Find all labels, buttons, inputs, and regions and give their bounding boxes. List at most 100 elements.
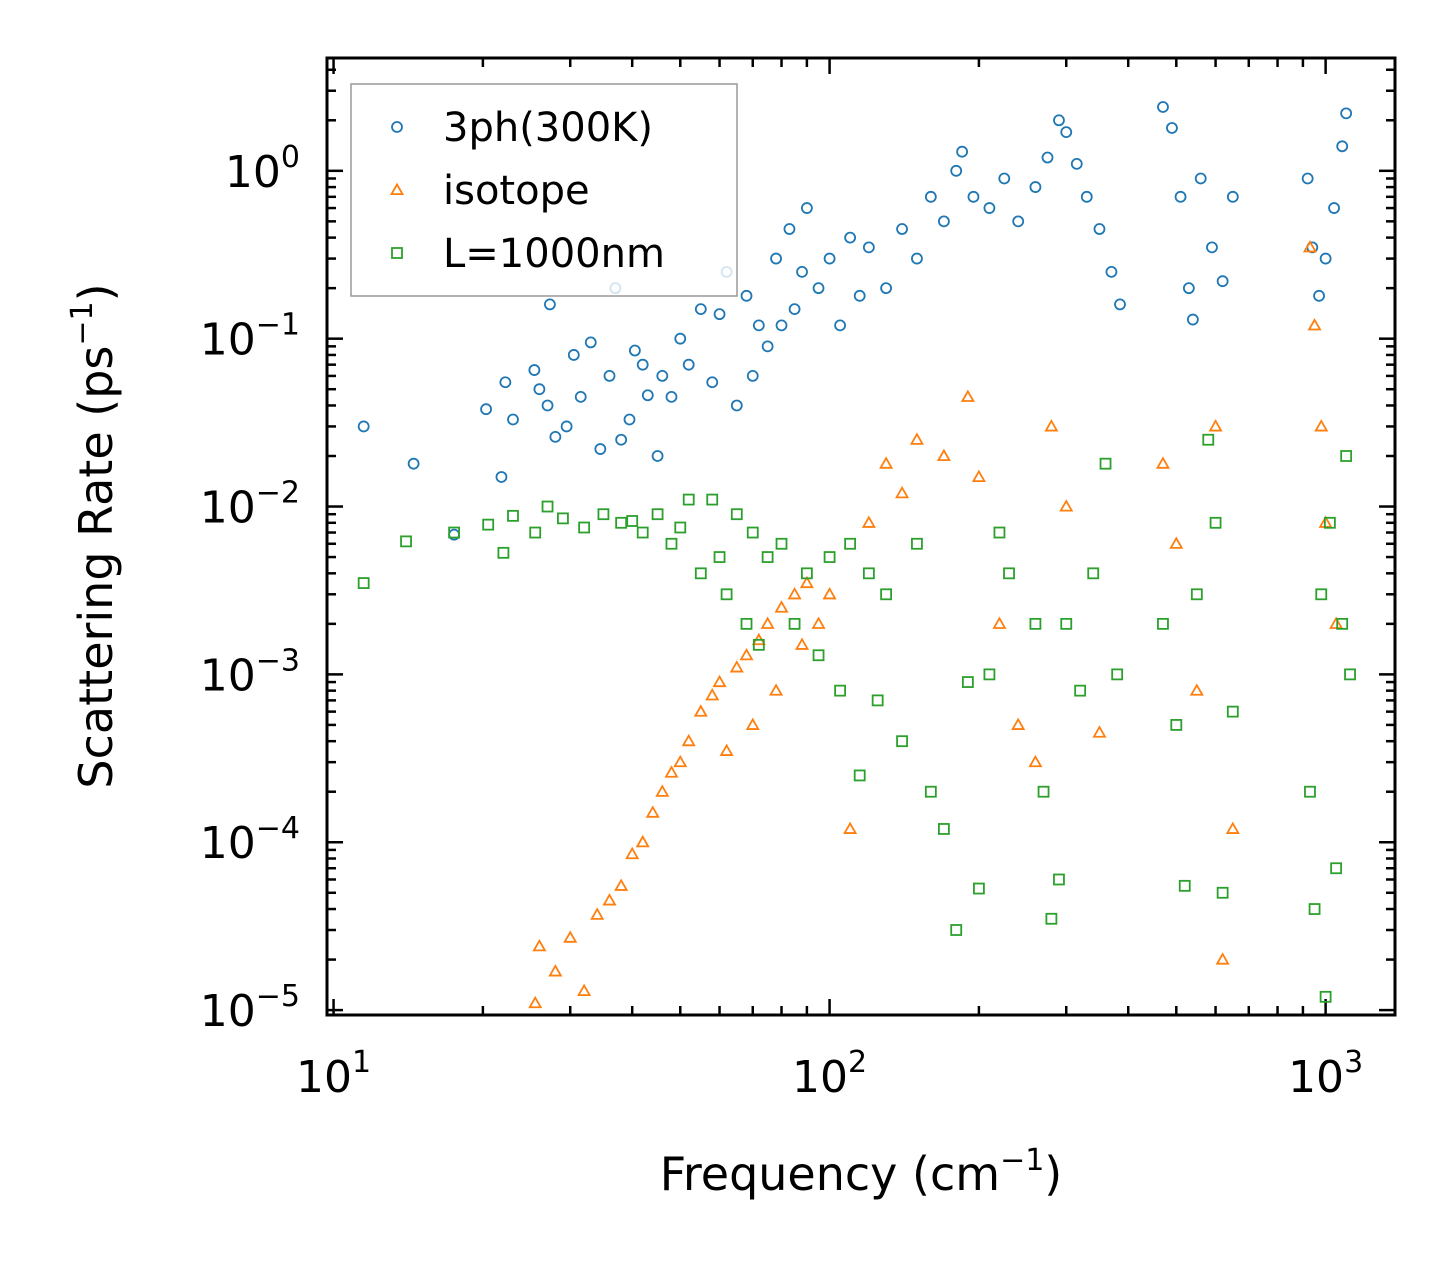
data-point [682, 358, 695, 371]
data-point [1169, 536, 1184, 549]
data-point [544, 298, 556, 311]
data-point [1323, 516, 1336, 529]
data-point [1202, 433, 1215, 446]
data-point [1093, 223, 1106, 235]
data-point [967, 190, 980, 203]
data-point [1344, 668, 1356, 681]
data-point [761, 551, 774, 563]
data-point [879, 456, 894, 469]
data-point [614, 878, 629, 891]
data-point [541, 399, 554, 412]
data-point [1225, 821, 1240, 834]
data-point [1189, 683, 1204, 696]
data-point [1114, 298, 1126, 311]
data-point [665, 537, 678, 550]
data-point [549, 430, 562, 443]
data-point [625, 846, 640, 860]
data-point [1336, 140, 1349, 153]
data-point [1315, 588, 1328, 601]
data-point [641, 389, 654, 402]
data-point [1044, 419, 1059, 432]
data-point [636, 526, 649, 539]
data-point [971, 469, 986, 482]
data-point [673, 754, 688, 768]
data-point [615, 516, 628, 529]
data-point [528, 364, 541, 376]
legend-marker [391, 121, 403, 133]
legend: 3ph(300K) isotope L=1000nm [350, 83, 738, 297]
data-point [983, 668, 996, 681]
data-point [812, 282, 825, 295]
data-point [783, 223, 796, 235]
data-point [557, 512, 569, 525]
data-point [730, 508, 743, 521]
data-point [574, 390, 587, 403]
data-point [896, 735, 908, 748]
series-2 [357, 433, 1356, 1003]
data-point [694, 567, 707, 580]
data-point [775, 537, 788, 550]
y-tick-labels: 100 10−1 10−2 10−3 10−4 10−5 [200, 140, 300, 1037]
data-point [800, 202, 813, 214]
data-point [584, 336, 597, 349]
data-point [1105, 265, 1118, 278]
data-point [1045, 912, 1058, 925]
data-point [983, 202, 996, 214]
data-point [746, 526, 759, 539]
data-point [448, 526, 461, 539]
data-point [681, 733, 696, 747]
data-point [911, 252, 923, 265]
data-point [656, 370, 669, 382]
data-point [623, 413, 636, 426]
data-point [911, 537, 923, 550]
data-point [1319, 252, 1332, 265]
data-point [1012, 215, 1025, 228]
data-point [674, 521, 687, 534]
data-point [1216, 886, 1229, 899]
data-point [674, 332, 687, 345]
data-point [853, 769, 866, 782]
data-point [1099, 457, 1112, 470]
data-point [1308, 903, 1321, 915]
data-point [774, 600, 789, 613]
data-point [1166, 122, 1178, 134]
data-point [1313, 289, 1325, 302]
data-point [752, 319, 765, 332]
data-point [548, 964, 563, 977]
x-tick-labels: 101 102 103 [296, 1045, 1363, 1103]
data-point [1302, 240, 1318, 253]
data-point [1011, 717, 1026, 730]
data-point [1314, 419, 1329, 432]
data-point [909, 432, 924, 445]
data-point [1092, 725, 1107, 738]
data-point [664, 765, 679, 778]
data-point [1070, 157, 1083, 170]
data-point [1111, 668, 1124, 681]
data-point [706, 493, 719, 506]
data-point [651, 508, 664, 521]
data-point [799, 575, 814, 589]
data-point [1206, 241, 1218, 254]
data-point [844, 537, 857, 550]
data-point [861, 515, 876, 528]
data-point [769, 683, 784, 696]
data-point [1060, 126, 1073, 139]
data-point [719, 743, 734, 756]
y-tick-label: 10−3 [200, 643, 300, 701]
data-point [603, 370, 616, 382]
data-point [745, 717, 760, 730]
data-point [1157, 617, 1169, 630]
data-point [645, 805, 660, 818]
data-point [871, 694, 884, 707]
series-1 [528, 240, 1344, 1009]
data-point [1304, 785, 1316, 798]
data-point [1329, 616, 1344, 629]
data-point [924, 190, 937, 203]
data-point [1080, 190, 1093, 203]
data-point [1060, 617, 1073, 630]
data-point [1226, 190, 1239, 203]
data-point [1301, 172, 1314, 185]
data-point [541, 500, 554, 513]
data-point [811, 616, 826, 629]
